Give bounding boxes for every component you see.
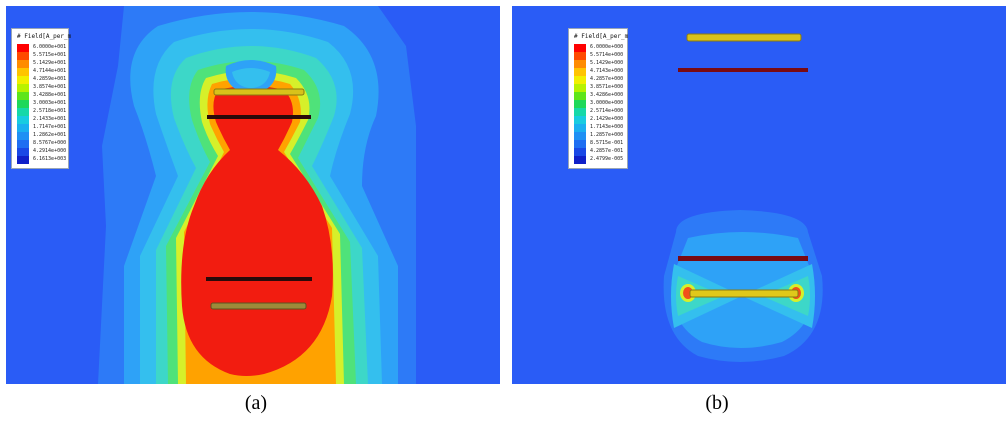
legend-color-swatch bbox=[17, 132, 29, 140]
legend-color-swatch bbox=[17, 52, 29, 60]
legend-color-swatch bbox=[574, 116, 586, 124]
legend-color-swatch bbox=[17, 76, 29, 84]
legend-value: 3.8571e+000 bbox=[590, 84, 624, 90]
legend-color-swatch bbox=[574, 140, 586, 148]
coil-top bbox=[686, 33, 802, 42]
legend-value: 1.7147e+001 bbox=[33, 124, 67, 130]
field-notch-top-inner bbox=[232, 68, 270, 88]
panel-caption-a: (a) bbox=[244, 392, 268, 414]
legend-value: 3.0000e+000 bbox=[590, 100, 624, 106]
legend-color-swatch bbox=[17, 156, 29, 164]
legend-color-swatch bbox=[17, 92, 29, 100]
legend-value-column: 6.0000e+001 5.5715e+001 5.1429e+001 4.71… bbox=[33, 43, 66, 163]
legend-color-swatch bbox=[574, 124, 586, 132]
legend-value: 3.0003e+001 bbox=[33, 100, 67, 106]
legend-title: # Field[A_per_m bbox=[574, 33, 629, 40]
legend-color-swatch bbox=[17, 60, 29, 68]
legend-value: 3.4286e+000 bbox=[590, 92, 624, 98]
legend-color-swatch bbox=[574, 148, 586, 156]
shield-plate-bottom bbox=[206, 277, 312, 281]
legend-value: 5.5715e+001 bbox=[33, 52, 67, 58]
legend-value: 4.2857e+000 bbox=[590, 76, 624, 82]
legend-color-swatch bbox=[574, 76, 586, 84]
legend-color-swatch bbox=[574, 84, 586, 92]
legend-value: 2.4799e-005 bbox=[590, 156, 624, 162]
legend-value: 4.7144e+001 bbox=[33, 68, 67, 74]
legend-value: 3.4288e+001 bbox=[33, 92, 67, 98]
legend-color-swatch bbox=[17, 84, 29, 92]
legend-color-swatch bbox=[574, 156, 586, 164]
legend-color-swatch bbox=[17, 140, 29, 148]
legend-color-swatch bbox=[574, 60, 586, 68]
legend-value: 2.1433e+001 bbox=[33, 116, 67, 122]
legend-value: 6.1613e+003 bbox=[33, 156, 67, 162]
legend-color-swatch bbox=[574, 100, 586, 108]
coil-bottom bbox=[689, 289, 799, 298]
legend-value: 8.5715e-001 bbox=[590, 140, 624, 146]
legend-title: # Field[A_per_m bbox=[17, 33, 72, 40]
color-scale-legend-a: # Field[A_per_m 6.0000e+001 5.5715e+001 … bbox=[11, 28, 72, 169]
panel-caption-b: (b) bbox=[705, 392, 729, 414]
shield-plate-bottom bbox=[678, 256, 808, 261]
legend-swatch-column bbox=[574, 44, 586, 164]
legend-value: 3.8574e+001 bbox=[33, 84, 67, 90]
legend-value: 4.2859e+001 bbox=[33, 76, 67, 82]
legend-value: 6.0000e+000 bbox=[590, 44, 624, 50]
legend-color-swatch bbox=[574, 68, 586, 76]
legend-value: 5.1429e+001 bbox=[33, 60, 67, 66]
legend-color-swatch bbox=[17, 68, 29, 76]
field-contour-plot-b bbox=[512, 6, 1006, 384]
legend-value: 5.5714e+000 bbox=[590, 52, 624, 58]
legend-value: 8.5767e+000 bbox=[33, 140, 67, 146]
field-plot-panel-b: # Field[A_per_m 6.0000e+000 5.5714e+000 … bbox=[512, 6, 1006, 384]
legend-color-swatch bbox=[17, 148, 29, 156]
legend-color-swatch bbox=[17, 100, 29, 108]
legend-value: 1.7143e+000 bbox=[590, 124, 624, 130]
legend-value: 5.1429e+000 bbox=[590, 60, 624, 66]
coil-top bbox=[213, 88, 305, 96]
legend-color-swatch bbox=[574, 132, 586, 140]
legend-color-swatch bbox=[17, 108, 29, 116]
legend-value: 6.0000e+001 bbox=[33, 44, 67, 50]
legend-color-swatch bbox=[574, 52, 586, 60]
legend-color-swatch bbox=[17, 124, 29, 132]
legend-color-swatch bbox=[574, 108, 586, 116]
legend-value: 4.7143e+000 bbox=[590, 68, 624, 74]
legend-value: 1.2862e+001 bbox=[33, 132, 67, 138]
shield-plate-top bbox=[207, 115, 311, 119]
legend-swatch-column bbox=[17, 44, 29, 164]
legend-color-swatch bbox=[574, 92, 586, 100]
color-scale-legend-b: # Field[A_per_m 6.0000e+000 5.5714e+000 … bbox=[568, 28, 628, 169]
legend-value: 4.2857e-001 bbox=[590, 148, 624, 154]
field-plot-panel-a: # Field[A_per_m 6.0000e+001 5.5715e+001 … bbox=[6, 6, 500, 384]
legend-value-column: 6.0000e+000 5.5714e+000 5.1429e+000 4.71… bbox=[590, 43, 623, 163]
legend-value: 4.2914e+000 bbox=[33, 148, 67, 154]
field-contour-plot-a bbox=[6, 6, 500, 384]
legend-value: 2.5714e+000 bbox=[590, 108, 624, 114]
legend-value: 2.5718e+001 bbox=[33, 108, 67, 114]
legend-color-swatch bbox=[17, 116, 29, 124]
coil-bottom bbox=[210, 302, 307, 310]
legend-color-swatch bbox=[574, 44, 586, 52]
legend-color-swatch bbox=[17, 44, 29, 52]
legend-value: 1.2857e+000 bbox=[590, 132, 624, 138]
shield-plate-top bbox=[678, 68, 808, 72]
legend-value: 2.1429e+000 bbox=[590, 116, 624, 122]
